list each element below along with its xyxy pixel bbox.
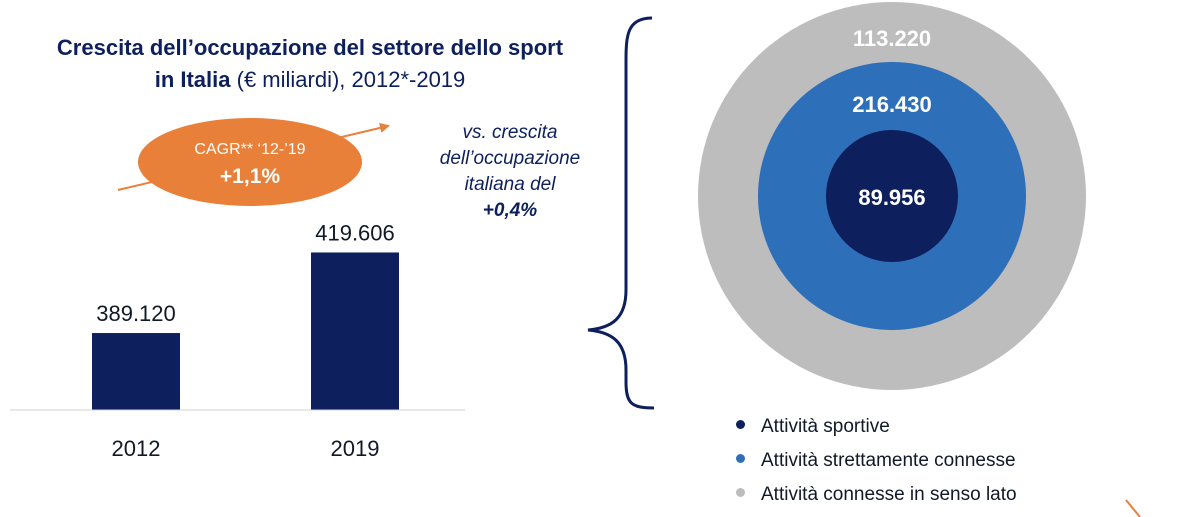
cagr-value: +1,1% <box>220 165 280 188</box>
chart-title: Crescita dell’occupazione del settore de… <box>0 32 620 96</box>
bar-value-label: 389.120 <box>96 301 176 326</box>
nested-circles: 113.220 216.430 89.956 <box>698 2 1086 390</box>
legend-label: Attività strettamente connesse <box>761 450 1016 471</box>
ring-value-label: 89.956 <box>858 185 925 210</box>
bar-2019 <box>311 252 399 410</box>
bar-series: 389.120 2012 419.606 2019 <box>92 220 399 461</box>
chart-title-line2-bold: in Italia <box>154 67 231 92</box>
comparison-note-value: +0,4% <box>482 200 538 221</box>
ring-value-label: 113.220 <box>853 26 931 51</box>
legend-label: Attività sportive <box>761 416 890 437</box>
cagr-ellipse <box>138 118 362 206</box>
chart-title-line1: Crescita dell’occupazione del settore de… <box>56 35 564 60</box>
chart-title-line2-rest: (€ miliardi), 2012*-2019 <box>230 67 466 92</box>
curly-brace <box>587 16 655 410</box>
legend-dot-icon <box>736 488 745 497</box>
ring-0 <box>826 130 958 262</box>
comparison-note: vs. crescita dell’occupazione italiana d… <box>420 120 600 224</box>
legend-dot-icon <box>736 420 745 429</box>
comparison-note-text: vs. crescita dell’occupazione italiana d… <box>439 122 581 195</box>
chart-title-line2: in Italia (€ miliardi), 2012*-2019 <box>0 64 620 96</box>
x-tick-label: 2019 <box>331 436 380 461</box>
x-tick-label: 2012 <box>112 436 161 461</box>
bar-value-label: 419.606 <box>315 220 395 245</box>
decorative-arrow-icon <box>1125 499 1141 517</box>
ring-value-label: 216.430 <box>852 92 932 117</box>
legend-label: Attività connesse in senso lato <box>761 484 1017 505</box>
legend-dot-icon <box>736 454 745 463</box>
cagr-label: CAGR** ‘12-’19 <box>194 141 305 158</box>
bar-2012 <box>92 333 180 410</box>
